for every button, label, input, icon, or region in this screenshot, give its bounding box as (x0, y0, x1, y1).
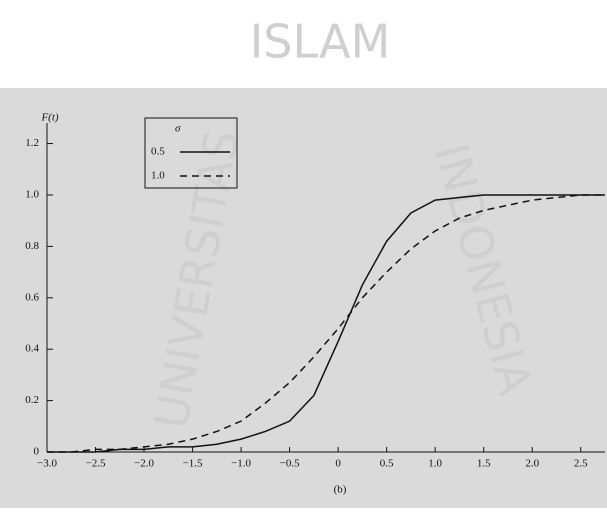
x-tick-label: 1.5 (477, 458, 491, 470)
y-axis-label: F(t) (40, 112, 58, 124)
line (47, 194, 605, 453)
y-tick-label: 1.2 (25, 137, 39, 149)
x-tick-label: −2.0 (134, 458, 154, 470)
y-tick-label: 1.0 (25, 189, 39, 201)
x-tick-label: 0 (335, 458, 341, 470)
x-tick-label: −3.0 (37, 458, 57, 470)
y-tick-label: 0.2 (25, 394, 39, 406)
y-tick-label: 0 (34, 446, 40, 458)
x-tick-label: 0.5 (380, 458, 394, 470)
y-tick-label: 0.4 (25, 343, 39, 355)
panel (0, 88, 607, 508)
legend-title: σ (175, 123, 181, 135)
y-tick-label: 0.6 (25, 291, 39, 303)
x-tick-label: 2.0 (525, 458, 539, 470)
line (47, 194, 605, 453)
x-tick-label: −1.5 (183, 458, 203, 470)
legend-label: 1.0 (151, 170, 165, 182)
x-tick-label: −1.0 (231, 458, 251, 470)
x-tick-label: −2.5 (86, 458, 106, 470)
x-tick-label: −0.5 (280, 458, 300, 470)
legend-box (144, 117, 238, 189)
watermark: ISLAM (250, 15, 391, 69)
legend-label: 0.5 (151, 146, 165, 158)
x-tick-label: 2.5 (574, 458, 588, 470)
x-axis-label: (b) (334, 484, 347, 496)
y-tick-label: 0.8 (25, 240, 39, 252)
x-tick-label: 1.0 (428, 458, 442, 470)
